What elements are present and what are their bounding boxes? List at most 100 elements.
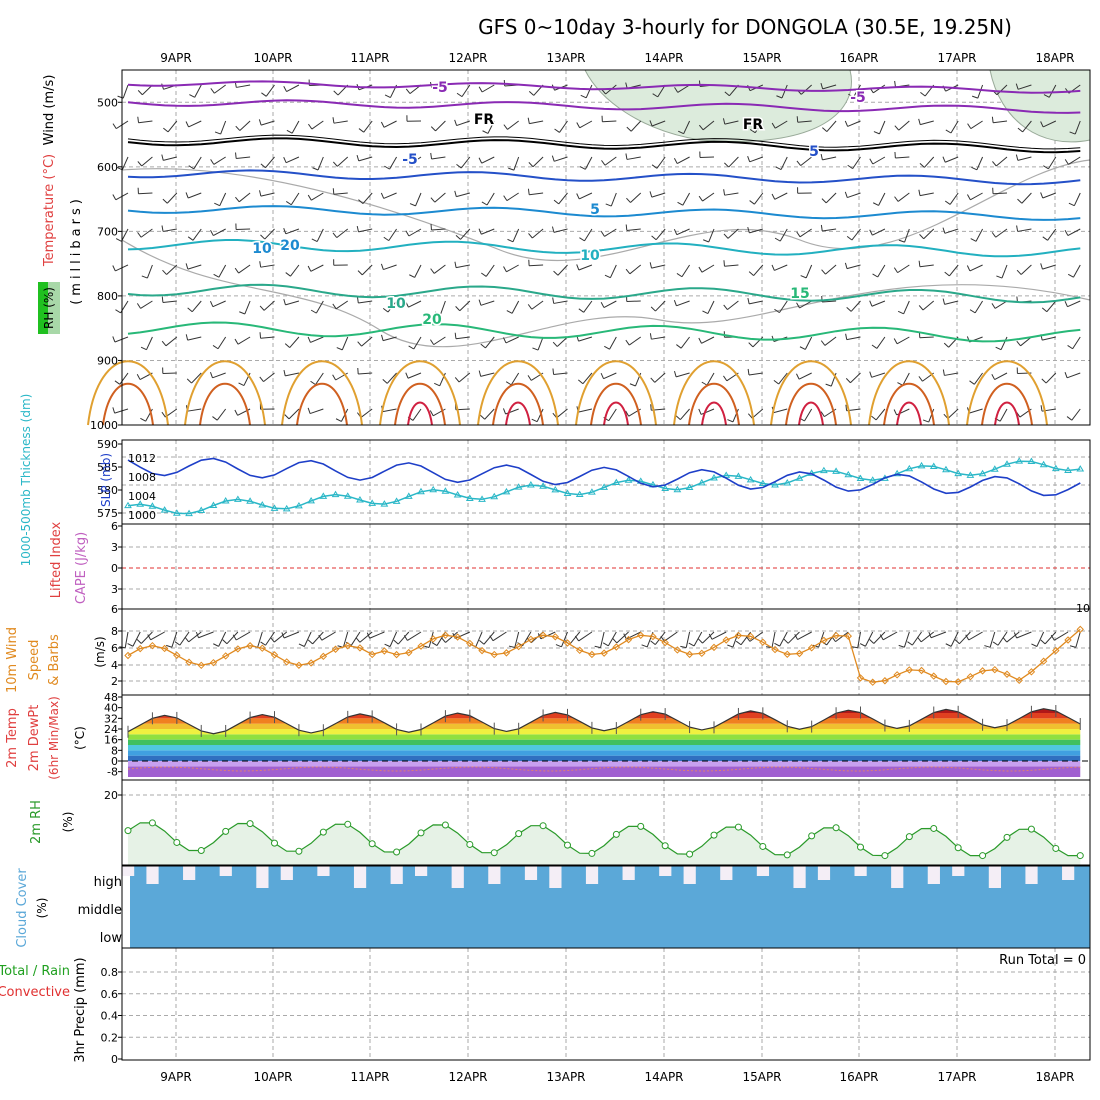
surface-wind-barb [350,631,361,646]
wind-barb-feather [479,640,485,645]
thickness-point [465,494,474,501]
wind-barb-feather [434,382,440,387]
wind-speed-point [221,652,230,660]
wind-barb [146,264,153,279]
cloud-layer-label-middle: middle [78,903,122,918]
wind-barb-feather [270,637,275,643]
date-label-bottom: 9APR [160,1070,191,1084]
rh-point [1052,844,1060,852]
wind-barb-feather [942,369,945,376]
temp-ylabel-a: 2m Temp [5,708,20,768]
wind-barb-feather [384,94,391,99]
wind-barb-feather [918,118,921,125]
wind-barb-feather [872,202,879,206]
cloud-high-gap [793,866,806,888]
wind-barb [724,192,739,196]
wind-barb [260,120,275,126]
wind-barb [138,192,153,195]
temp-ylabel-unit: (°C) [73,726,87,750]
temp-tick-label: 48 [104,691,118,704]
wind-barb [481,156,495,164]
wind-barb [163,156,177,161]
date-label-top: 18APR [1035,51,1074,65]
surface-wind-barb [779,631,788,647]
wind-barb [358,300,373,304]
wind-barb [1047,228,1057,241]
wind-barb-feather [578,308,584,313]
thickness-point [295,501,303,509]
wind-barb-feather [922,419,929,423]
wind-barb-feather [1066,416,1073,421]
wind-barb-feather [114,380,121,385]
wind-barb-feather [651,164,658,169]
wind-barb-feather [480,343,486,349]
rh-point [319,828,327,836]
wind-speed-point [380,647,389,655]
wind-barb [264,228,275,240]
wind-barb [140,300,153,309]
wind-barb [456,192,470,198]
thickness-point [209,501,218,508]
wind-barb-feather [602,642,609,647]
thickness-tick-label: 585 [97,461,118,474]
wind-barb [486,192,495,206]
wind-speed-point [856,674,865,682]
wind-barb-feather [1064,159,1069,165]
wind-speed-point [991,665,999,674]
wind-barb-feather [796,116,799,123]
surface-wind-barb [397,631,410,645]
wind-barb-feather [820,82,824,89]
wind-barb-feather [649,191,653,198]
wind-barb [944,300,959,305]
wind-barb-feather [773,379,779,385]
cloud-high-gap [280,866,293,880]
cloud-high-gap [622,866,635,880]
wind-barb [310,264,324,272]
rh-point [368,840,376,848]
wind-barb-feather [527,375,532,381]
wind-barb [187,408,202,412]
wind-speed-point [356,644,364,652]
surface-wind-barb [787,631,800,644]
temp-color-band [128,708,1081,713]
cloud-high-gap [720,866,733,880]
wind-barb [487,120,495,134]
wind-barb [683,120,691,134]
wind-barb [263,300,275,311]
wind-barb-feather [553,199,560,205]
wind10-ylabel-unit: (m/s) [93,636,107,667]
wind-barb-feather [1064,230,1069,236]
thickness-point [746,475,755,483]
wind-barb-feather [673,229,678,235]
thickness-point [233,495,242,502]
wind-barb-feather [680,645,687,649]
wind-barb [923,228,935,240]
wind-barb-feather [307,639,313,645]
lifted-index-ylabel: Lifted Index [49,521,64,598]
wind-barb-feather [1017,127,1023,133]
wind-barb [529,192,544,196]
thickness-point [685,483,694,491]
wind-barb [732,408,739,423]
wind-barb-feather [649,120,653,127]
wind-barb [896,336,910,345]
wind-barb [944,372,959,376]
wind-barb [162,300,177,303]
wind-barb-feather [454,332,457,339]
wind-barb-feather [629,383,636,387]
surface-wind-barb [342,631,349,648]
wind-barb [166,264,178,275]
wind-barb [850,300,861,312]
thickness-point [856,474,865,482]
wind-speed-point [673,646,682,654]
wind-barb-feather [429,339,435,345]
wind-barb [461,84,471,97]
date-label-bottom: 18APR [1035,1070,1074,1084]
wind-barb [431,228,446,231]
run-total-label: Run Total = 0 [999,953,1086,968]
wind-barb-feather [723,375,728,382]
thickness-point [270,504,279,511]
cloud-high-gap [122,866,135,876]
thickness-point [514,483,523,490]
wind-barb-feather [234,338,239,345]
